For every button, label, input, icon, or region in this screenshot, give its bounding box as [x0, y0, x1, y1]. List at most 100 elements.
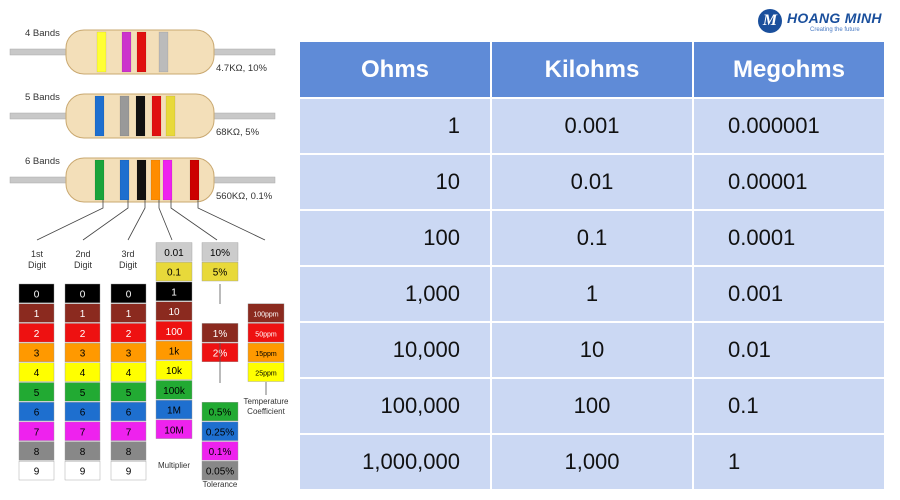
resistor-value: 4.7KΩ, 10%	[216, 63, 267, 74]
leader-line	[127, 200, 146, 241]
resistor-3	[9, 157, 276, 203]
header-ohms: Ohms	[300, 42, 490, 97]
column-heading-digit: Digit	[74, 260, 93, 270]
cell-kilohms: 0.01	[492, 155, 692, 209]
digit2-cell: 6	[80, 408, 86, 419]
digit2-cell: 5	[80, 388, 86, 399]
digit3-cell-swatch	[110, 283, 147, 303]
digit2-cell: 8	[80, 447, 86, 458]
cell-ohms: 1,000	[300, 267, 490, 321]
resistor-lead	[9, 48, 71, 56]
tolerance-cell-swatch	[201, 441, 239, 461]
multiplier-cell: 0.01	[164, 248, 184, 259]
multiplier-cell-swatch	[155, 360, 193, 380]
digit3-cell: 3	[126, 348, 132, 359]
tempco-cell-swatch	[247, 342, 285, 363]
logo-tagline: Creating the future	[810, 27, 860, 33]
digit3-cell: 7	[126, 427, 132, 438]
multiplier-cell-swatch	[155, 281, 193, 301]
resistor-1	[9, 29, 276, 75]
tolerance-cell: 5%	[213, 268, 228, 279]
digit1-cell: 0	[34, 289, 40, 300]
digit2-cell-swatch	[64, 342, 101, 363]
resistor-lead	[204, 48, 276, 56]
digit2-cell: 4	[80, 368, 86, 379]
digit1-cell-swatch	[18, 362, 55, 382]
digit3-cell: 2	[126, 329, 132, 340]
tolerance-cell-swatch	[201, 461, 239, 481]
resistor-lead	[9, 176, 71, 184]
digit2-cell-swatch	[64, 402, 101, 422]
tolerance-cell-swatch	[201, 262, 239, 282]
digit1-cell-swatch	[18, 421, 55, 441]
digit1-cell: 8	[34, 447, 40, 458]
multiplier-label: Multiplier	[158, 461, 190, 470]
digit2-cell: 2	[80, 329, 86, 340]
digit2-cell-swatch	[64, 382, 101, 402]
multiplier-cell: 0.1	[167, 268, 181, 279]
digit1-cell-swatch	[18, 402, 55, 422]
cell-megohms: 1	[694, 435, 884, 489]
tolerance-cell-swatch	[201, 421, 239, 441]
leader-line	[197, 200, 266, 241]
digit1-cell: 1	[34, 309, 40, 320]
cell-megohms: 0.1	[694, 379, 884, 433]
resistor-band	[94, 95, 105, 137]
digit2-cell-swatch	[64, 461, 101, 481]
resistor-2	[9, 93, 276, 139]
tolerance-cell: 0.1%	[209, 447, 232, 458]
table-row: 1,000,000 1,000 1	[300, 435, 884, 489]
digit2-cell: 3	[80, 348, 86, 359]
digit3-cell-swatch	[110, 342, 147, 363]
digit1-cell-swatch	[18, 382, 55, 402]
cell-kilohms: 0.001	[492, 99, 692, 153]
digit3-cell: 5	[126, 388, 132, 399]
logo-name: HOANG MINH	[787, 10, 882, 26]
tempco-cell: 100ppm	[253, 312, 278, 319]
digit3-cell-swatch	[110, 402, 147, 422]
tolerance-cell: 0.05%	[206, 467, 234, 478]
digit1-cell: 5	[34, 388, 40, 399]
digit1-cell: 2	[34, 329, 40, 340]
tolerance-label: Tolerance	[203, 480, 238, 489]
cell-ohms: 10,000	[300, 323, 490, 377]
cell-kilohms: 100	[492, 379, 692, 433]
digit2-cell-swatch	[64, 323, 101, 343]
digit1-cell-swatch	[18, 441, 55, 461]
digit3-cell-swatch	[110, 323, 147, 343]
table-row: 1,000 1 0.001	[300, 267, 884, 321]
cell-ohms: 100	[300, 211, 490, 265]
multiplier-cell-swatch	[155, 400, 193, 420]
cell-kilohms: 0.1	[492, 211, 692, 265]
resistor-band	[119, 159, 130, 201]
digit3-cell: 0	[126, 289, 132, 300]
digit2-cell-swatch	[64, 283, 101, 303]
tempco-label: Coefficient	[247, 407, 285, 416]
digit1-cell-swatch	[18, 283, 55, 303]
tolerance-cell: 1%	[213, 329, 228, 340]
digit1-cell: 7	[34, 427, 40, 438]
digit2-cell-swatch	[64, 421, 101, 441]
column-heading-digit: Digit	[119, 260, 138, 270]
cell-megohms: 0.01	[694, 323, 884, 377]
multiplier-cell: 10M	[164, 425, 183, 436]
column-heading-2nd: 2nd	[75, 249, 90, 259]
digit3-cell-swatch	[110, 441, 147, 461]
resistor-value: 560KΩ, 0.1%	[216, 191, 273, 202]
multiplier-cell: 100	[166, 327, 183, 338]
digit1-cell-swatch	[18, 323, 55, 343]
table-header-row: Ohms Kilohms Megohms	[300, 42, 884, 97]
tempco-cell: 15ppm	[255, 351, 277, 358]
resistor-lead	[204, 112, 276, 120]
multiplier-cell: 10k	[166, 366, 183, 377]
resistor-band	[189, 159, 200, 201]
table-row: 10 0.01 0.00001	[300, 155, 884, 209]
tempco-cell-swatch	[247, 362, 285, 382]
column-heading-1st: 1st	[31, 249, 44, 259]
cell-kilohms: 10	[492, 323, 692, 377]
resistor-band	[119, 95, 130, 137]
multiplier-cell: 10	[168, 307, 180, 318]
resistor-band	[136, 31, 147, 73]
digit2-cell-swatch	[64, 441, 101, 461]
resistor-band	[121, 31, 132, 73]
